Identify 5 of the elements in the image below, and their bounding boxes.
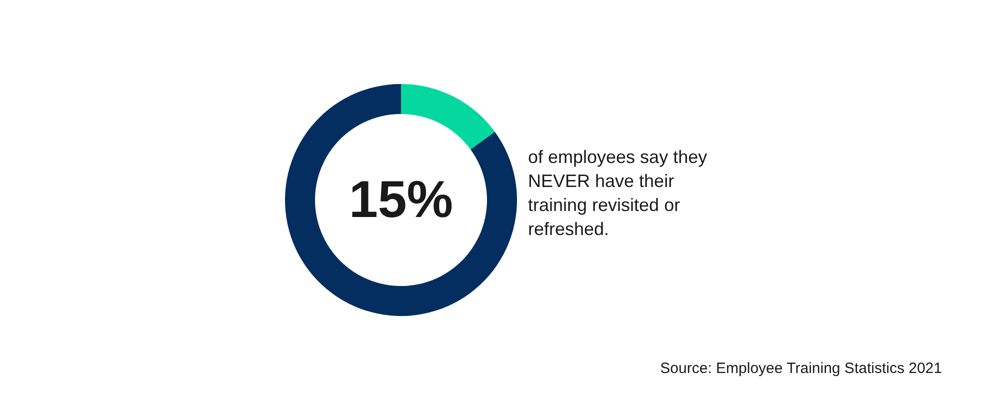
donut-slice bbox=[285, 84, 517, 316]
data-label: 15% bbox=[348, 171, 454, 229]
source-note: Source: Employee Training Statistics 2021 bbox=[660, 360, 942, 377]
donut-slice bbox=[401, 84, 495, 150]
text: of employees say they NEVER have their training revisited or refreshed. bbox=[528, 146, 708, 241]
